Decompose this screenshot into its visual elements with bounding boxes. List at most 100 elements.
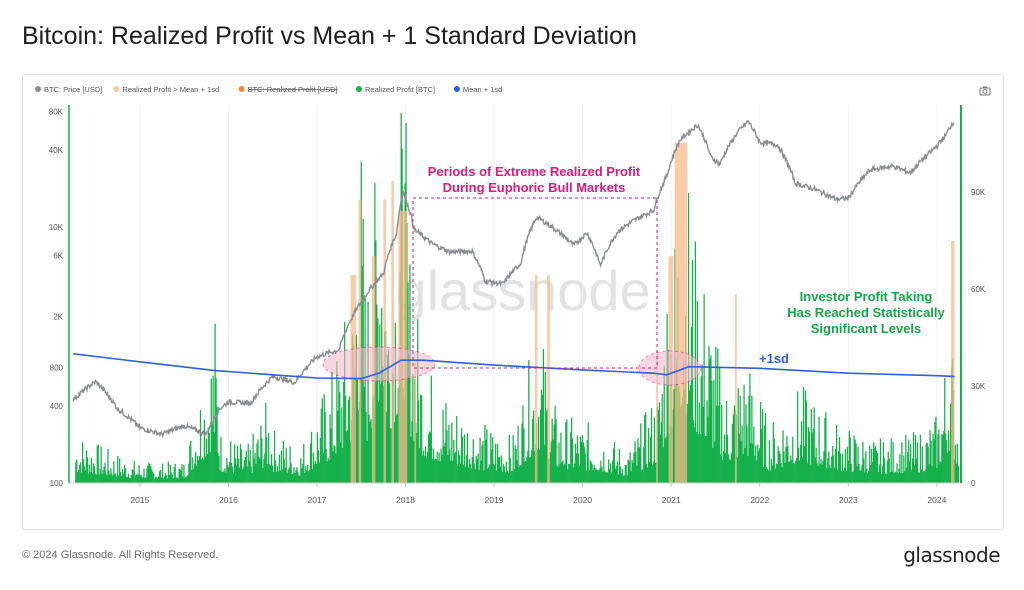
extreme-period-box [412, 197, 658, 369]
profit-bar [235, 465, 238, 483]
profit-bar [621, 468, 623, 483]
profit-bar [346, 431, 348, 483]
profit-bar [169, 465, 171, 483]
profit-bar [593, 465, 595, 483]
legend-item-1[interactable]: Realized Profit > Mean + 1sd [113, 85, 219, 94]
profit-bar [919, 435, 922, 483]
profit-bar [195, 465, 198, 483]
profit-bar [857, 446, 859, 483]
profit-bar [470, 468, 472, 483]
profit-bar [117, 455, 119, 483]
profit-bar [658, 402, 660, 483]
profit-bar [608, 459, 610, 483]
profit-bar [874, 446, 877, 483]
profit-bar [539, 409, 542, 483]
camera-icon[interactable] [979, 86, 991, 96]
profit-bar [300, 458, 302, 483]
profit-bar [284, 467, 286, 483]
profit-bar [827, 458, 829, 483]
profit-bar [886, 461, 888, 483]
profit-bar [719, 366, 721, 483]
profit-bar [427, 434, 430, 483]
profit-bar [328, 459, 330, 483]
profit-bar [724, 453, 727, 483]
legend-swatch [113, 86, 120, 92]
profit-bar [180, 470, 182, 483]
profit-bar [155, 477, 157, 483]
extreme-annotation-line-2: During Euphoric Bull Markets [443, 180, 626, 195]
profit-bar [166, 478, 169, 483]
profit-bar [742, 454, 744, 483]
profit-bar [311, 469, 314, 483]
profit-bar [757, 444, 759, 483]
profit-bar [347, 399, 350, 483]
profit-bar [551, 418, 553, 483]
profit-bar [788, 461, 790, 483]
profit-bar [588, 470, 590, 483]
profit-bar [277, 471, 280, 483]
profit-bar [464, 466, 467, 483]
profit-bar [501, 472, 504, 483]
legend-item-4[interactable]: Mean + 1sd [453, 85, 502, 94]
profit-bar [251, 472, 253, 483]
profit-bar [785, 447, 787, 483]
profit-bar [821, 464, 823, 483]
profit-bar [260, 425, 262, 483]
profit-bar [893, 473, 895, 483]
profit-bar [715, 346, 717, 483]
profit-bar [439, 461, 441, 483]
legend-label: BTC: Realized Profit [USD] [248, 85, 338, 94]
profit-bar [640, 423, 642, 483]
profit-bar [324, 411, 326, 483]
profit-bar [573, 463, 576, 483]
profit-bar [804, 390, 807, 483]
legend-item-0[interactable]: BTC: Price [USD] [35, 85, 102, 94]
profit-bar [121, 469, 124, 483]
profit-bar [820, 459, 822, 483]
profit-bar [85, 450, 88, 483]
profit-bar [609, 469, 611, 483]
profit-bar [710, 355, 712, 483]
profit-bar [500, 455, 503, 483]
profit-bar [556, 465, 558, 483]
profit-bar [387, 349, 390, 483]
profit-bar [147, 465, 149, 483]
profit-bar [491, 449, 493, 483]
y-left-tick-label: 100 [50, 479, 64, 488]
profit-bar [558, 442, 560, 483]
profit-bar [713, 379, 715, 483]
profit-bar [801, 457, 804, 483]
profit-bar [462, 464, 465, 483]
profit-bar [625, 464, 627, 483]
y-left-tick-label: 40K [49, 146, 64, 155]
profit-bar [504, 472, 507, 483]
profit-bar [344, 321, 346, 483]
profit-bar [786, 435, 788, 483]
profit-bar [591, 464, 593, 483]
profit-bar [133, 460, 135, 483]
profit-bar [234, 458, 237, 483]
profit-bar [524, 461, 526, 483]
profit-bar [270, 465, 272, 483]
profit-bar [258, 456, 260, 483]
profit-bar [921, 446, 923, 483]
profit-bar [326, 461, 328, 483]
profit-bar [466, 433, 469, 483]
profit-bar [437, 460, 439, 483]
profit-bar [926, 443, 928, 483]
legend-item-2[interactable]: BTC: Realized Profit [USD] [238, 85, 338, 94]
legend-item-3[interactable]: Realized Profit [BTC] [356, 85, 435, 94]
profit-bar [654, 462, 657, 483]
profit-bar [479, 437, 481, 483]
profit-bar [940, 461, 942, 483]
legend-label: Mean + 1sd [463, 85, 502, 94]
profit-bar [639, 447, 641, 483]
profit-bar [729, 459, 732, 483]
profit-bar [97, 444, 99, 483]
profit-bar [572, 438, 574, 483]
profit-bar [605, 472, 607, 483]
profit-bar [860, 470, 862, 483]
profit-bar [101, 474, 103, 483]
profit-bar [116, 476, 118, 483]
profit-bar [299, 475, 301, 483]
